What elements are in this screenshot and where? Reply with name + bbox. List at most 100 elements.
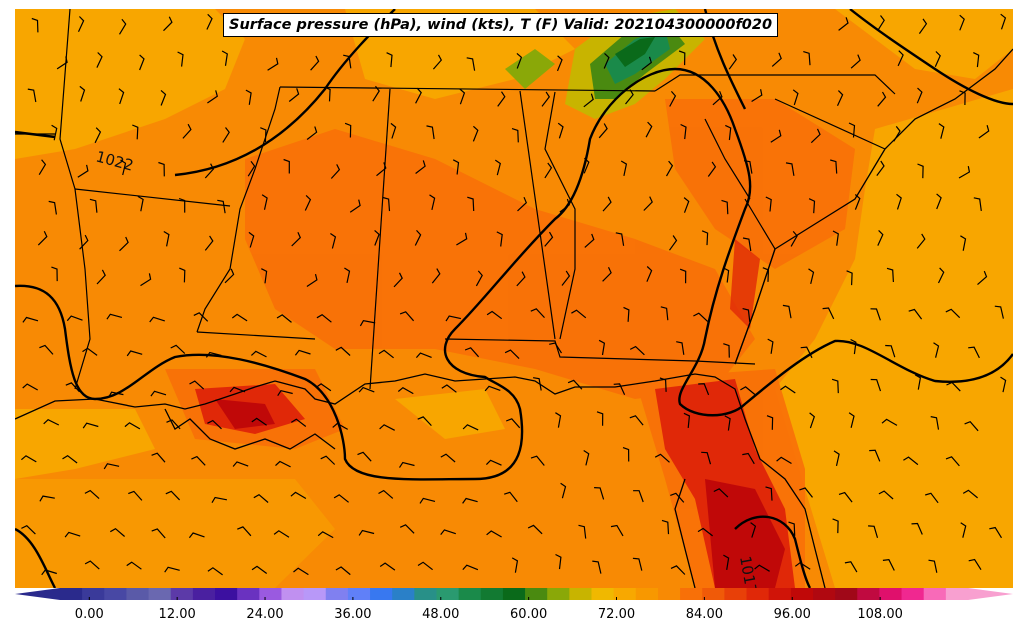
wind-barb — [379, 424, 395, 431]
wind-barb — [429, 194, 436, 211]
wind-barb — [126, 350, 143, 357]
wind-barb — [659, 377, 667, 392]
wind-barb — [393, 272, 403, 288]
wind-barb — [290, 418, 307, 427]
wind-barb — [959, 14, 965, 31]
wind-barb — [533, 377, 542, 391]
wind-barb — [139, 54, 145, 71]
wind-barb — [462, 424, 479, 431]
wind-barb — [462, 564, 479, 571]
wind-barb — [207, 90, 218, 104]
wind-barb — [277, 390, 293, 397]
wind-barb — [945, 308, 961, 319]
wind-barb — [294, 349, 311, 356]
colorbar-segment — [502, 588, 526, 600]
wind-barb — [486, 530, 502, 538]
wind-barb — [66, 315, 83, 322]
wind-barb — [838, 491, 853, 503]
wind-barb — [809, 412, 816, 429]
wind-barb — [140, 273, 152, 287]
wind-barb — [317, 531, 334, 539]
wind-barb — [886, 267, 894, 283]
wind-barb — [96, 269, 106, 285]
colorbar-segment — [281, 588, 305, 600]
wind-barb — [877, 229, 884, 246]
wind-barb — [767, 338, 774, 354]
wind-barb — [253, 493, 269, 503]
wind-barb — [661, 519, 670, 535]
wind-barb — [399, 311, 415, 322]
wind-barb — [962, 489, 978, 499]
wind-barb — [43, 418, 60, 426]
wind-barb — [810, 128, 821, 144]
wind-barb — [511, 128, 519, 143]
wind-barb — [344, 267, 351, 284]
colorbar-segment — [192, 588, 216, 600]
wind-barb — [151, 452, 166, 463]
wind-barb — [946, 381, 961, 392]
wind-barb — [62, 454, 78, 464]
wind-barb — [456, 232, 468, 246]
wind-barb — [84, 489, 100, 500]
wind-barb — [224, 268, 235, 284]
wind-barb — [260, 127, 267, 143]
wind-barb — [846, 270, 853, 286]
colorbar-tick-label: 108.00 — [857, 607, 903, 622]
wind-barb — [964, 420, 979, 432]
wind-barb — [440, 453, 456, 463]
wind-barb — [908, 308, 923, 320]
wind-barb — [182, 123, 192, 139]
wind-barb — [723, 267, 730, 283]
wind-barb — [643, 196, 653, 211]
colorbar-segment — [790, 588, 814, 600]
wind-barb — [119, 236, 129, 252]
wind-barb — [918, 18, 928, 34]
wind-barb — [89, 198, 98, 213]
wind-barb — [158, 161, 165, 177]
wind-barb — [578, 524, 587, 539]
wind-barb — [742, 452, 755, 465]
wind-barb — [231, 313, 248, 322]
wind-barb — [273, 530, 290, 538]
wind-barb — [723, 554, 730, 570]
wind-barb — [676, 341, 685, 355]
wind-barb — [486, 310, 503, 320]
wind-barb — [633, 490, 644, 503]
wind-barb — [79, 234, 89, 250]
wind-barb — [288, 88, 300, 102]
wind-barb — [497, 91, 506, 107]
wind-barb — [530, 308, 545, 319]
wind-barb — [742, 237, 752, 252]
wind-barb — [583, 449, 590, 466]
wind-barb — [742, 308, 751, 322]
wind-barb — [517, 196, 528, 212]
wind-barb — [903, 456, 919, 466]
wind-barb — [646, 266, 653, 282]
wind-barb — [561, 270, 571, 286]
wind-barb — [485, 459, 502, 466]
wind-barb — [452, 159, 460, 175]
wind-barb — [464, 347, 480, 358]
wind-barb — [831, 378, 839, 394]
wind-barb — [541, 91, 551, 107]
wind-barb — [698, 383, 710, 396]
wind-barb — [780, 385, 796, 394]
wind-barb — [968, 558, 982, 571]
wind-barb — [782, 304, 792, 319]
colorbar-segment — [414, 588, 438, 600]
wind-barb — [120, 159, 127, 176]
wind-barb — [431, 268, 441, 284]
wind-barb — [178, 197, 186, 213]
colorbar-segment — [901, 588, 925, 600]
wind-barb — [544, 162, 553, 179]
colorbar-tick-label: 0.00 — [74, 607, 104, 622]
colorbar-segment — [525, 588, 548, 600]
wind-barb — [472, 125, 479, 142]
wind-barb — [878, 490, 894, 500]
wind-barb — [917, 163, 924, 179]
wind-barb — [414, 229, 422, 246]
wind-barb — [189, 380, 205, 390]
wind-barb — [170, 344, 186, 354]
wind-barb — [504, 349, 520, 360]
wind-barb — [916, 87, 923, 104]
